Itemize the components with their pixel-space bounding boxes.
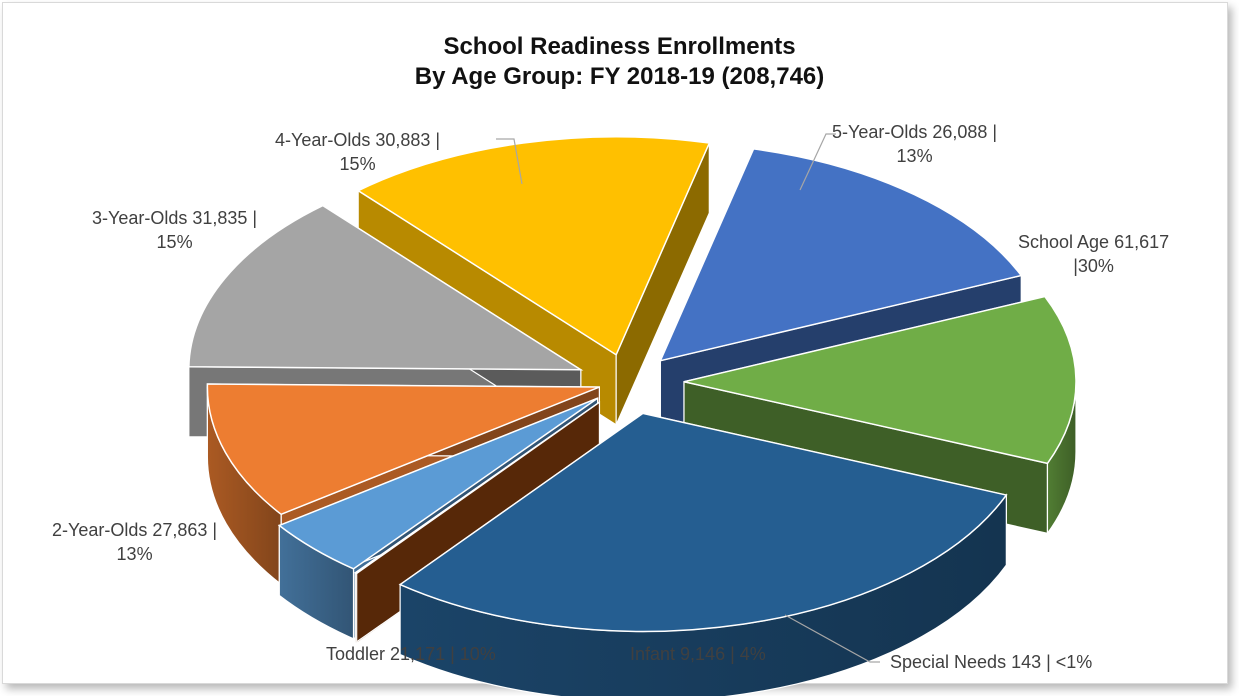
label-school-age: School Age 61,617 |30% <box>1018 232 1170 276</box>
label-special-needs: Special Needs 143 | <1% <box>890 652 1093 672</box>
slice-top-special-needs <box>353 401 600 575</box>
label-3-year-olds: 3-Year-Olds 31,835 | 15% <box>92 208 258 252</box>
label-2-year-olds: 2-Year-Olds 27,863 | 13% <box>52 520 218 564</box>
label-5-year-olds: 5-Year-Olds 26,088 | 13% <box>832 122 998 166</box>
slice-top-2-year-olds <box>188 204 584 371</box>
leader-special-needs <box>784 614 880 663</box>
slice-top-5-year-olds <box>683 295 1077 465</box>
slice-top-infant <box>277 397 599 570</box>
leader-5-year-olds <box>799 133 836 191</box>
slice-school-age <box>398 412 1008 696</box>
slice-top-school-age <box>398 412 1008 633</box>
label-toddler: Toddler 21,171 | 10% <box>326 644 496 664</box>
chart-title: School Readiness Enrollments <box>443 33 796 60</box>
chart-title-block: School Readiness Enrollments By Age Grou… <box>0 32 1239 92</box>
label-4-year-olds: 4-Year-Olds 30,883 | 15% <box>275 130 441 174</box>
slice-top-toddler <box>206 383 600 516</box>
leader-4-year-olds <box>496 138 523 185</box>
slice-top-3-year-olds <box>356 136 711 356</box>
chart-subtitle: By Age Group: FY 2018-19 (208,746) <box>414 63 825 90</box>
label-infant: Infant 9,146 | 4% <box>630 644 766 664</box>
slice-top-4-year-olds <box>659 148 1023 362</box>
